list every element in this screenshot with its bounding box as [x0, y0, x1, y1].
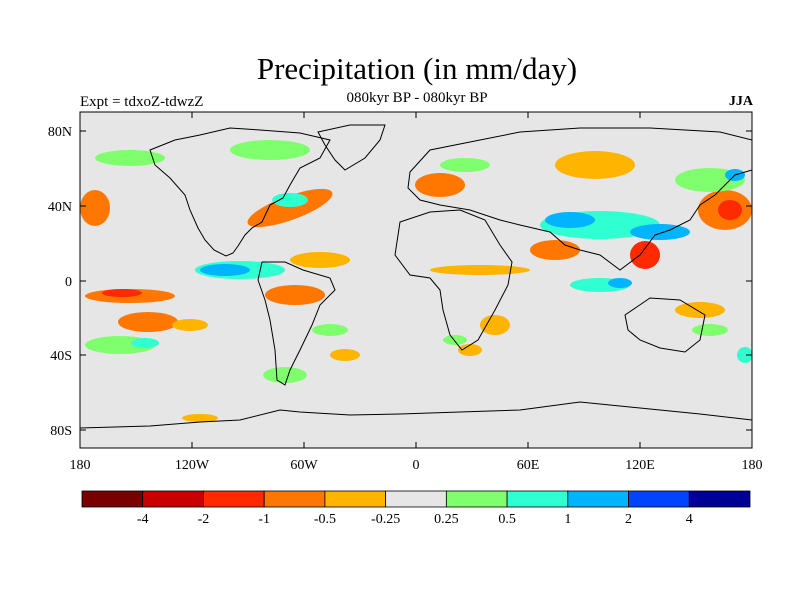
- anomaly-patch: [630, 224, 690, 240]
- anomaly-patch: [95, 150, 165, 166]
- anomaly-patch: [272, 193, 308, 207]
- anomaly-patch: [458, 344, 482, 356]
- anomaly-patch: [172, 319, 208, 331]
- africa-coast: [394, 209, 513, 351]
- lat-tick-label: 80N: [48, 125, 72, 140]
- lon-tick-label: 0: [413, 458, 420, 473]
- lon-tick-label: 120E: [625, 458, 655, 473]
- anomaly-patch: [118, 312, 178, 332]
- anomaly-patch: [80, 190, 110, 226]
- lat-tick-label: 80S: [50, 424, 72, 439]
- anomaly-patch: [102, 289, 142, 297]
- colorbar-label: -0.5: [314, 512, 336, 527]
- lat-tick-label: 40N: [48, 200, 72, 215]
- anomaly-patch: [263, 367, 307, 383]
- lon-tick-label: 180: [70, 458, 91, 473]
- anomaly-patch: [630, 241, 660, 269]
- australia-coast: [624, 297, 706, 353]
- chart-title: Precipitation (in mm/day): [256, 51, 578, 86]
- lat-axis: [80, 130, 752, 431]
- coastlines: [80, 124, 752, 429]
- colorbar-label: 4: [686, 512, 693, 527]
- anomaly-patch: [675, 302, 725, 318]
- chart-subtitle: 080kyr BP - 080kyr BP: [346, 90, 488, 106]
- lon-axis: [79, 112, 753, 448]
- anomaly-patch: [480, 315, 510, 335]
- anomaly-patch: [247, 188, 333, 228]
- lon-tick-label: 120W: [175, 458, 210, 473]
- eurasia-coast: [407, 127, 752, 271]
- experiment-label: Expt = tdxoZ-tdwzZ: [80, 94, 204, 110]
- antarctica-coast: [80, 401, 752, 429]
- anomaly-patch: [182, 414, 218, 422]
- colorbar-label: 2: [625, 512, 632, 527]
- anomaly-patch: [608, 278, 632, 288]
- lon-tick-label: 60E: [517, 458, 540, 473]
- colorbar-label: 0.5: [498, 512, 516, 527]
- colorbar-label: -0.25: [371, 512, 400, 527]
- colorbar-box: [628, 490, 690, 508]
- anomaly-patch: [330, 349, 360, 361]
- colorbar-labels: -4 -2 -1 -0.5 -0.25 0.25 0.5 1 2 4: [137, 512, 693, 527]
- anomaly-patch: [545, 212, 595, 228]
- colorbar-label: -1: [258, 512, 270, 527]
- colorbar-box: [203, 490, 265, 508]
- anomaly-patch: [430, 265, 530, 275]
- colorbar-box: [81, 490, 144, 508]
- colorbar-box: [263, 490, 326, 508]
- anomaly-patch: [555, 151, 635, 179]
- colorbar-box: [688, 490, 751, 508]
- anomaly-patch: [443, 335, 467, 345]
- anomaly-patch: [230, 140, 310, 160]
- season-label: JJA: [728, 94, 753, 109]
- colorbar-label: -2: [198, 512, 210, 527]
- colorbar-box: [324, 490, 387, 508]
- south-america-coast: [257, 261, 336, 386]
- map-background: [80, 112, 752, 448]
- anomaly-patch: [440, 158, 490, 172]
- greenland-coast: [317, 124, 386, 171]
- anomaly-patch: [737, 347, 752, 363]
- anomaly-patch: [290, 252, 350, 268]
- colorbar-box: [385, 490, 447, 508]
- anomaly-patch: [718, 200, 742, 220]
- colorbar-box: [142, 490, 204, 508]
- lon-tick-label: 60W: [290, 458, 318, 473]
- colorbar-label: 1: [564, 512, 571, 527]
- anomaly-patch: [415, 173, 465, 197]
- lat-tick-label: 0: [65, 275, 72, 290]
- lon-tick-label: 180: [742, 458, 763, 473]
- anomaly-patch: [265, 285, 325, 305]
- anomaly-patch: [312, 324, 348, 336]
- anomaly-patch: [692, 324, 728, 336]
- colorbar-label: -4: [137, 512, 149, 527]
- anomaly-patch: [530, 240, 580, 260]
- north-america-coast: [149, 127, 331, 257]
- colorbar-label: 0.25: [434, 512, 459, 527]
- colorbar-box: [567, 490, 629, 508]
- lat-tick-label: 40S: [50, 349, 72, 364]
- anomaly-patch: [200, 264, 250, 276]
- colorbar-box: [445, 490, 508, 508]
- anomaly-patch: [131, 338, 159, 348]
- colorbar-box: [506, 490, 569, 508]
- colorbar: [81, 490, 751, 508]
- precip-anomaly-field: [80, 140, 752, 422]
